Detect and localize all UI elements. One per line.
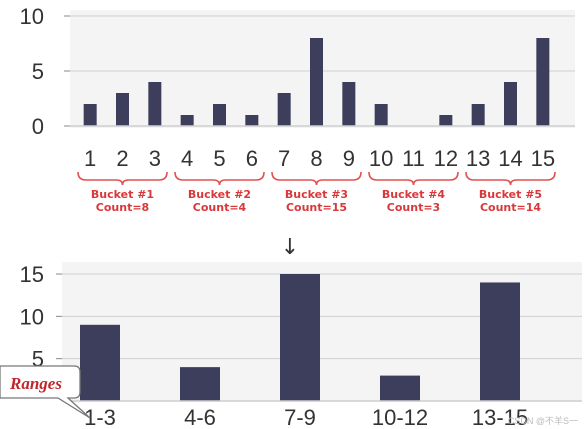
top-x-tick-label: 6	[246, 146, 258, 171]
top-bar	[213, 104, 226, 126]
top-bar	[83, 104, 97, 126]
top-x-tick-label: 11	[402, 146, 425, 171]
top-x-tick-label: 5	[213, 146, 225, 171]
top-bar	[536, 38, 550, 126]
top-chart-bars	[83, 38, 550, 126]
bottom-x-tick-label: 7-9	[284, 405, 316, 429]
bucket-count: Count=14	[480, 201, 541, 214]
bucket-bracket	[368, 171, 459, 186]
bucket-count: Count=8	[96, 201, 149, 214]
top-x-tick-label: 1	[84, 146, 96, 171]
top-x-tick-label: 8	[310, 146, 322, 171]
top-chart-x-ticks: 1 2 3 4 5 6 7 8 9 10 11 12 13 14 15	[84, 146, 555, 171]
bucket-count: Count=15	[286, 201, 347, 214]
bucket-count: Count=3	[387, 201, 440, 214]
top-y-tick-label: 0	[32, 114, 44, 139]
top-x-tick-label: 14	[498, 146, 522, 171]
top-x-tick-label: 2	[116, 146, 128, 171]
bottom-x-tick-label: 4-6	[184, 405, 216, 429]
top-x-tick-label: 3	[149, 146, 161, 171]
top-x-tick-label: 7	[278, 146, 290, 171]
bottom-bar	[480, 282, 520, 401]
bucket-name: Bucket #5	[479, 188, 542, 201]
bucket-name: Bucket #1	[91, 188, 154, 201]
top-y-tick-label: 10	[20, 4, 44, 29]
bottom-x-tick-label: 13-15	[472, 405, 528, 429]
top-y-tick-label: 5	[32, 59, 44, 84]
bottom-chart-x-ticks: 1-3 4-6 7-9 10-12 13-15	[84, 405, 528, 429]
top-bar	[180, 115, 194, 126]
bucket-count: Count=4	[193, 201, 247, 214]
ranges-callout: Ranges	[0, 365, 91, 419]
top-bar	[342, 82, 356, 126]
bucket-bracket	[174, 171, 265, 186]
down-arrow: ↓	[281, 235, 299, 260]
top-bar	[116, 93, 129, 126]
top-x-tick-label: 15	[531, 146, 555, 171]
top-bar	[504, 82, 517, 126]
bottom-bar	[80, 324, 120, 401]
top-bar	[245, 115, 259, 126]
bottom-bar	[180, 367, 220, 401]
bottom-x-tick-label: 10-12	[372, 405, 428, 429]
top-x-tick-label: 4	[181, 146, 193, 171]
bottom-y-tick-label: 10	[20, 304, 44, 329]
top-bar	[439, 115, 453, 126]
bottom-bar	[380, 375, 420, 401]
bucket-bracket	[465, 171, 556, 186]
bucket-name: Bucket #3	[285, 188, 348, 201]
bucket-name: Bucket #4	[382, 188, 446, 201]
bucket-bracket	[271, 171, 362, 186]
top-x-tick-label: 10	[369, 146, 393, 171]
top-bar	[277, 93, 291, 126]
ranges-callout-bubble	[0, 365, 91, 419]
bucket-name: Bucket #2	[188, 188, 251, 201]
top-x-tick-label: 9	[343, 146, 355, 171]
watermark: CSDN @不羊S一	[508, 415, 578, 426]
top-bar	[148, 82, 162, 126]
bottom-y-tick-label: 15	[20, 262, 44, 287]
bucket-bracket	[77, 171, 168, 186]
bottom-bar	[280, 274, 320, 401]
top-x-tick-label: 13	[466, 146, 490, 171]
top-bar	[374, 104, 388, 126]
ranges-label: Ranges	[9, 374, 62, 393]
top-chart-y-ticks: 0 5 10	[20, 4, 70, 139]
top-x-tick-label: 12	[434, 146, 458, 171]
top-bar	[310, 38, 323, 126]
bottom-chart-bars	[80, 274, 520, 401]
top-bar	[471, 104, 485, 126]
